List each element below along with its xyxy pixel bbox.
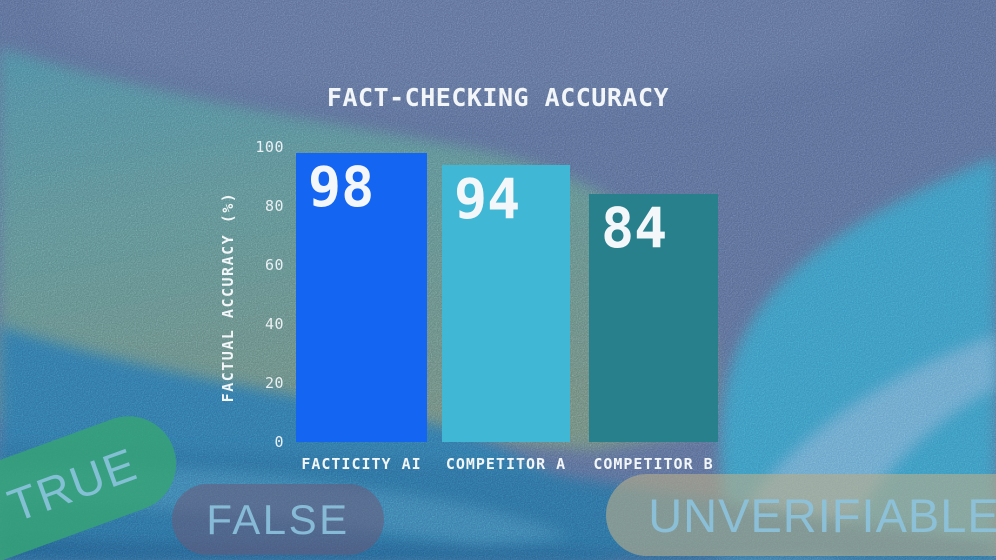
y-tick-20: 20 xyxy=(264,374,284,392)
x-label-competitor-a: COMPETITOR A xyxy=(445,455,567,473)
x-label-competitor-b: COMPETITOR B xyxy=(593,455,714,473)
bar-competitor-a: 94 xyxy=(442,165,570,442)
chart-title: FACT-CHECKING ACCURACY xyxy=(326,83,670,112)
y-tick-40: 40 xyxy=(264,315,284,333)
y-tick-80: 80 xyxy=(264,197,284,215)
bar-facticity-ai: 98 xyxy=(296,153,427,442)
bar-value-label: 94 xyxy=(454,167,521,231)
bar-competitor-b: 84 xyxy=(589,194,718,442)
y-tick-60: 60 xyxy=(264,256,284,274)
bar-value-label: 84 xyxy=(601,196,668,260)
y-tick-0: 0 xyxy=(274,433,284,451)
y-tick-100: 100 xyxy=(255,138,284,156)
x-label-facticity-ai: FACTICITY AI xyxy=(301,455,422,473)
y-axis-title: FACTUAL ACCURACY (%) xyxy=(219,191,237,403)
bar-value-label: 98 xyxy=(308,155,375,219)
